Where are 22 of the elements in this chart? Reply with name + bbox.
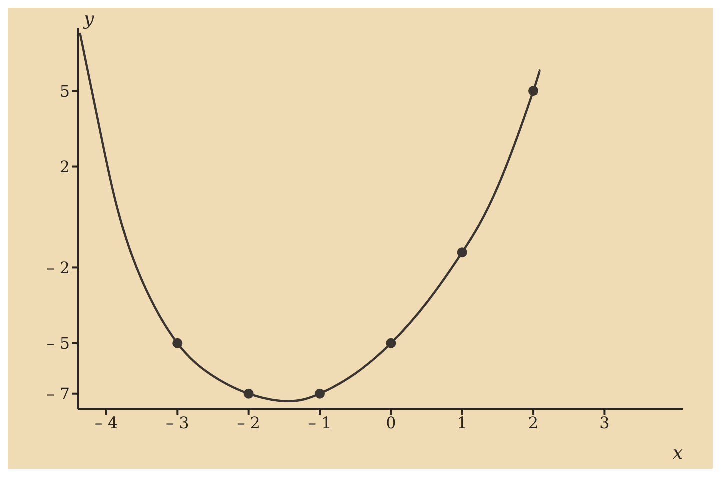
point bbox=[457, 248, 468, 258]
y-tick-label: – 7 bbox=[46, 384, 70, 404]
x-tick-label: – 3 bbox=[166, 413, 190, 432]
point bbox=[528, 86, 539, 96]
x-tick-label: 2 bbox=[528, 413, 539, 432]
y-axis-title: y bbox=[83, 8, 95, 30]
y-tick-label: 5 bbox=[60, 82, 70, 101]
y-tick-label: – 2 bbox=[46, 258, 70, 278]
x-tick-label: 1 bbox=[457, 413, 468, 432]
point bbox=[386, 338, 396, 348]
y-tick-label: – 5 bbox=[46, 334, 70, 354]
point bbox=[244, 388, 254, 399]
x-tick-label: 3 bbox=[600, 413, 610, 432]
x-tick-label: – 2 bbox=[237, 413, 260, 432]
y-tick-label: 2 bbox=[60, 157, 70, 176]
line-series bbox=[79, 32, 540, 403]
point bbox=[172, 338, 183, 348]
point bbox=[315, 388, 325, 399]
x-tick-label: – 4 bbox=[94, 413, 118, 432]
x-tick-label: – 1 bbox=[308, 413, 332, 432]
x-axis-title: x bbox=[672, 443, 683, 464]
x-tick-label: 0 bbox=[386, 413, 396, 432]
